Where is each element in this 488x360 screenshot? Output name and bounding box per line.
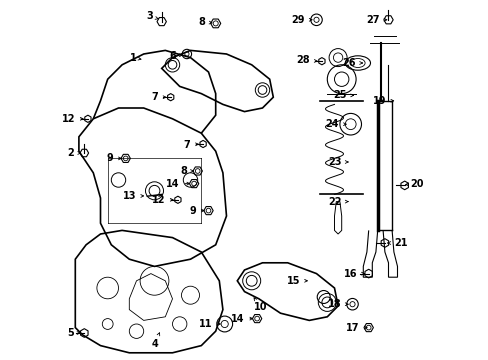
Text: 8: 8 — [180, 166, 193, 176]
Text: 25: 25 — [333, 90, 353, 100]
Text: 15: 15 — [286, 276, 307, 286]
Text: 8: 8 — [198, 17, 212, 27]
Text: 29: 29 — [291, 15, 311, 25]
Text: 18: 18 — [327, 299, 347, 309]
Text: 13: 13 — [123, 191, 143, 201]
Text: 22: 22 — [327, 197, 347, 207]
Text: 2: 2 — [67, 148, 81, 158]
Text: 14: 14 — [230, 314, 252, 324]
Text: 12: 12 — [151, 195, 173, 205]
Text: 21: 21 — [387, 238, 407, 248]
Text: 4: 4 — [151, 333, 160, 349]
Text: 16: 16 — [344, 269, 364, 279]
Text: 7: 7 — [151, 92, 165, 102]
Text: 10: 10 — [253, 298, 266, 312]
Text: 6: 6 — [169, 51, 182, 61]
Text: 24: 24 — [325, 119, 346, 129]
Text: 11: 11 — [198, 319, 220, 329]
Text: 12: 12 — [61, 114, 83, 124]
Text: 1: 1 — [129, 53, 141, 63]
Text: 9: 9 — [189, 206, 203, 216]
Text: 20: 20 — [405, 179, 423, 189]
Text: 28: 28 — [296, 55, 316, 66]
Text: 7: 7 — [183, 140, 198, 150]
Text: 23: 23 — [327, 157, 347, 167]
Text: 5: 5 — [67, 328, 80, 338]
Text: 19: 19 — [372, 96, 393, 106]
Text: 27: 27 — [365, 15, 386, 25]
Text: 9: 9 — [106, 153, 121, 163]
Text: 3: 3 — [145, 11, 158, 21]
Text: 26: 26 — [342, 58, 362, 68]
Text: 14: 14 — [166, 179, 189, 189]
Text: 17: 17 — [346, 323, 366, 333]
